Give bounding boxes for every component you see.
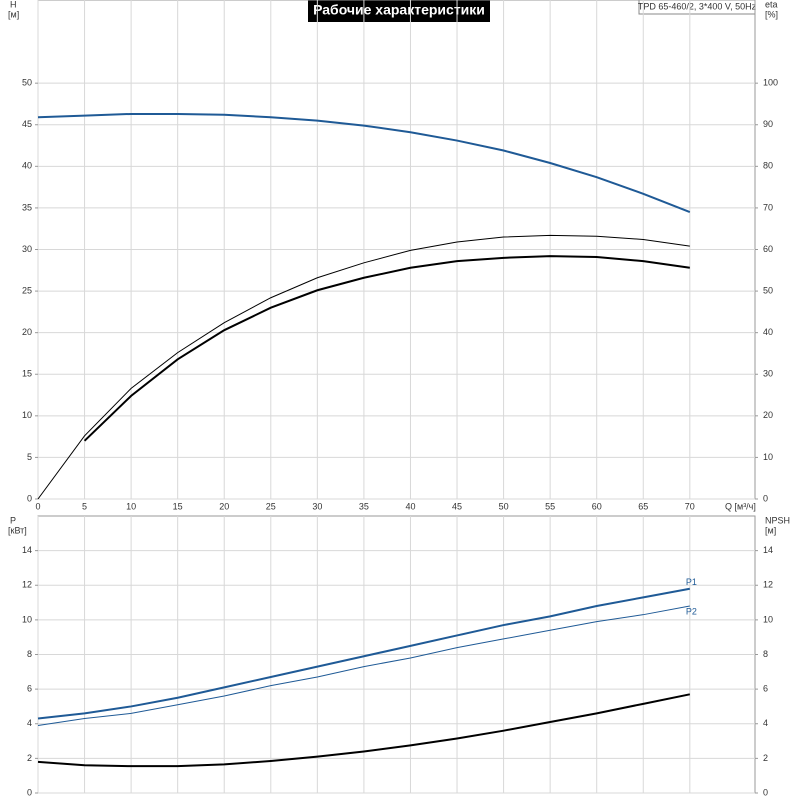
y2-tick-label: 14 [763,545,773,555]
curve [83,255,690,442]
x-tick-label: 50 [499,501,509,511]
y2-tick-label: 70 [763,202,773,212]
y-tick-label: 10 [22,410,32,420]
x-tick-label: 10 [126,501,136,511]
y2-tick-label: 10 [763,614,773,624]
y-tick-label: 6 [27,684,32,694]
curve [37,234,690,500]
y-tick-label: 20 [22,327,32,337]
y-unit: [м] [8,9,19,19]
y2-tick-label: 60 [763,244,773,254]
y-unit: [кВт] [8,525,27,535]
annotation: TPD 65-460/2, 3*400 V, 50Hz [638,1,757,11]
x-tick-label: 40 [405,501,415,511]
y2-tick-label: 30 [763,369,773,379]
curve [37,112,691,214]
x-tick-label: 15 [173,501,183,511]
x-tick-label: 70 [685,501,695,511]
y-tick-label: 12 [22,580,32,590]
x-tick-label: 20 [219,501,229,511]
x-tick-label: 35 [359,501,369,511]
chart-title: Рабочие характеристики [313,2,485,18]
x-tick-label: 25 [266,501,276,511]
y-tick-label: 40 [22,161,32,171]
y2-tick-label: 20 [763,410,773,420]
y2-tick-label: 40 [763,327,773,337]
title-box [308,0,490,22]
x-tick-label: 65 [638,501,648,511]
y-tick-label: 0 [27,493,32,503]
y-tick-label: 30 [22,244,32,254]
y2-tick-label: 8 [763,649,768,659]
x-tick-label: 60 [592,501,602,511]
y2-label: NPSH [765,515,790,525]
y-tick-label: 4 [27,718,32,728]
y2-tick-label: 6 [763,684,768,694]
y-tick-label: 8 [27,649,32,659]
y-tick-label: 50 [22,78,32,88]
curve [37,605,690,726]
curve [37,693,691,768]
y-tick-label: 2 [27,753,32,763]
y2-tick-label: 90 [763,119,773,129]
plots: 0 5 10 15 20 25 30 35 40 45 50 55 60 65 70051015202530… [8,0,790,797]
y2-tick-label: 50 [763,285,773,295]
x-tick-label: 0 [35,501,40,511]
x-label: Q [м³/ч] [725,501,756,511]
y-tick-label: 25 [22,285,32,295]
curve-label: P2 [686,606,697,616]
y-label: H [10,0,17,9]
y-tick-label: 14 [22,545,32,555]
y2-tick-label: 10 [763,452,773,462]
y2-tick-label: 0 [763,493,768,503]
y-tick-label: 10 [22,614,32,624]
x-tick-label: 55 [545,501,555,511]
y-tick-label: 5 [27,452,32,462]
y2-label: eta [765,0,778,9]
x-tick-label: 30 [312,501,322,511]
y2-unit: [м] [765,525,776,535]
x-tick-label: 5 [82,501,87,511]
y2-tick-label: 80 [763,161,773,171]
y2-tick-label: 100 [763,78,778,88]
curve [37,587,691,720]
y-tick-label: 45 [22,119,32,129]
x-tick-label: 45 [452,501,462,511]
y-tick-label: 0 [27,787,32,797]
y2-unit: [%] [765,9,778,19]
y-label: P [10,515,16,525]
y2-tick-label: 2 [763,753,768,763]
y2-tick-label: 12 [763,580,773,590]
y-tick-label: 15 [22,369,32,379]
curve-label: P1 [686,577,697,587]
y2-tick-label: 4 [763,718,768,728]
y-tick-label: 35 [22,202,32,212]
y2-tick-label: 0 [763,787,768,797]
